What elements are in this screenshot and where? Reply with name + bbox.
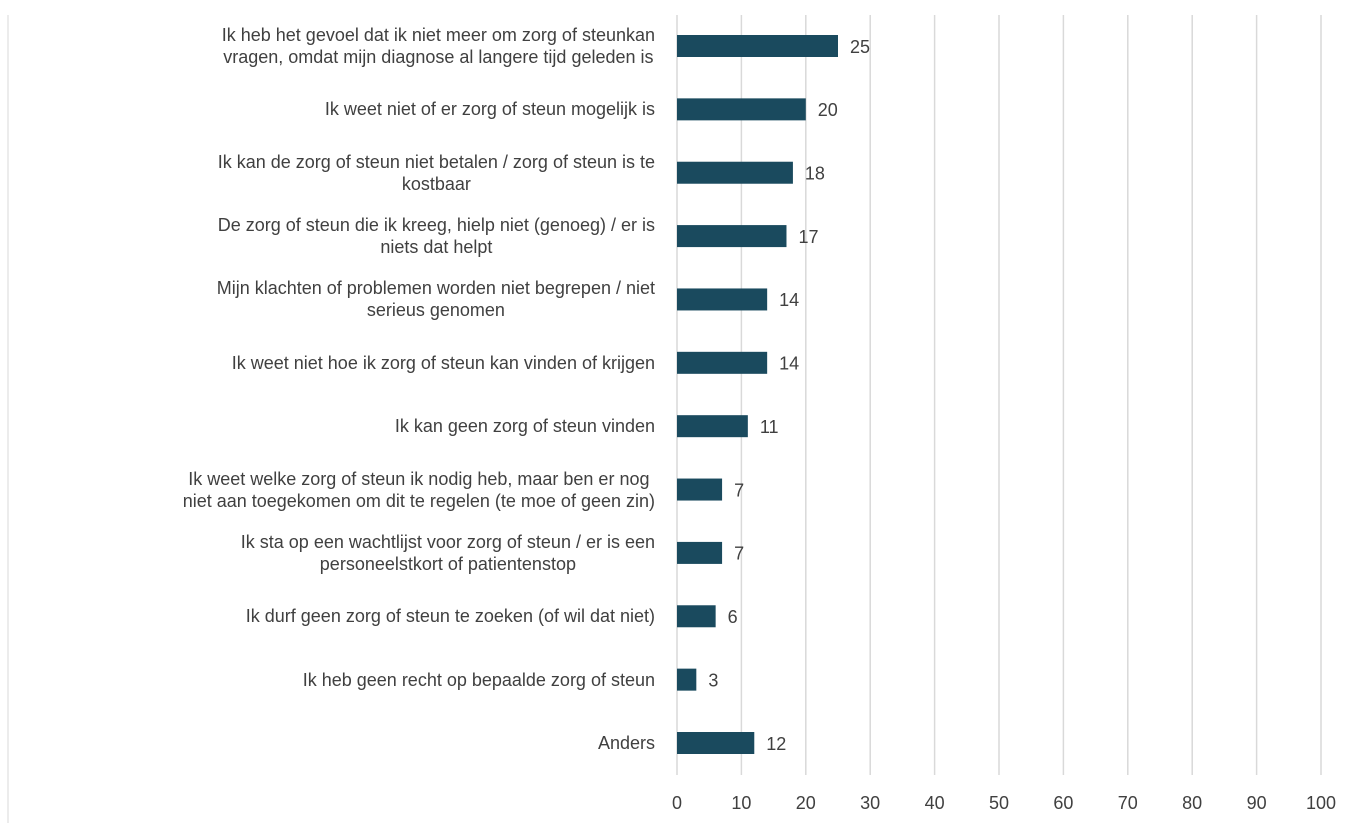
bar [677,351,768,374]
x-tick-label: 70 [1118,793,1138,813]
category-label: Ik weet niet of er zorg of steun mogelij… [324,99,655,120]
category-label: Ik weet niet hoe ik zorg of steun kan vi… [231,352,655,373]
bar [677,288,768,311]
bar [677,732,755,754]
value-label: 25 [850,37,870,57]
category-label: Ik weet welke zorg of steun ik nodig heb… [182,468,655,511]
x-tick-label: 40 [925,793,945,813]
value-label: 17 [798,227,818,247]
category-label: Mijn klachten of problemen worden niet b… [216,278,655,321]
x-tick-label: 60 [1053,793,1073,813]
value-label: 6 [728,607,738,627]
value-label: 14 [779,290,799,310]
bar [677,161,793,184]
category-label: Ik sta op een wachtlijst voor zorg of st… [240,531,655,574]
category-label: Ik heb geen recht op bepaalde zorg of st… [302,669,655,690]
x-tick-label: 90 [1247,793,1267,813]
value-label: 14 [779,354,799,374]
x-tick-label: 50 [989,793,1009,813]
category-label: Ik heb het gevoel dat ik niet meer om zo… [221,25,655,67]
bar [677,35,838,57]
bar [677,98,806,121]
bar [677,668,697,691]
value-label: 3 [708,670,718,690]
x-tick-label: 0 [672,793,682,813]
x-tick-label: 30 [860,793,880,813]
bar [677,415,748,438]
x-tick-label: 10 [731,793,751,813]
category-label: Anders [597,733,655,753]
value-label: 18 [805,163,825,183]
x-tick-label: 80 [1182,793,1202,813]
value-label: 7 [734,544,744,564]
bar [677,541,723,564]
bar [677,478,723,501]
value-label: 12 [766,734,786,754]
category-label: Ik kan geen zorg of steun vinden [394,416,655,437]
value-label: 20 [818,100,838,120]
x-tick-label: 100 [1306,793,1336,813]
category-label: Ik kan de zorg of steun niet betalen / z… [217,151,655,194]
value-label: 7 [734,480,744,500]
bar [677,605,716,628]
value-label: 11 [760,417,779,437]
x-tick-label: 20 [796,793,816,813]
category-label: Ik durf geen zorg of steun te zoeken (of… [245,606,655,627]
category-label: De zorg of steun die ik kreeg, hielp nie… [217,215,655,258]
bar [677,225,787,248]
